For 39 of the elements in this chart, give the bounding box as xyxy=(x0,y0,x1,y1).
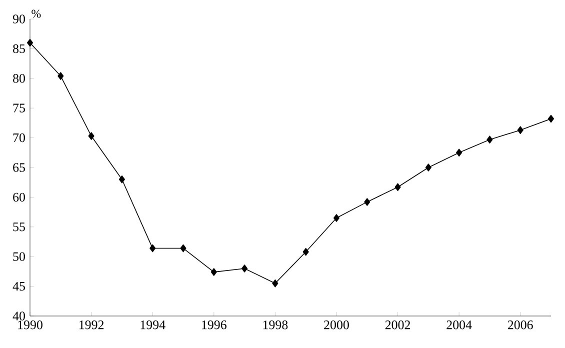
point xyxy=(180,244,186,252)
point xyxy=(242,264,248,272)
point xyxy=(425,164,432,172)
x-tick-label: 2000 xyxy=(324,320,349,330)
y-tick-label: 75 xyxy=(13,104,25,112)
point xyxy=(548,114,554,123)
x-tick-label: 2006 xyxy=(508,320,533,330)
y-tick-label: 70 xyxy=(13,133,25,142)
y-tick-label: 90 xyxy=(12,14,25,24)
point xyxy=(88,132,94,140)
y-tick-label: 50 xyxy=(13,252,25,261)
x-tick-label: 2002 xyxy=(385,320,410,330)
point xyxy=(26,38,34,47)
y-tick-label: 85 xyxy=(13,44,25,54)
point xyxy=(58,72,64,80)
point xyxy=(394,183,401,191)
y-tick-label: 60 xyxy=(13,192,25,202)
x-tick-label: 1996 xyxy=(202,320,226,330)
y-tick-label: 80 xyxy=(13,74,25,83)
y-tick-label: 40 xyxy=(12,312,25,320)
x-tick-label: 1994 xyxy=(140,320,166,330)
x-tick-label: 1992 xyxy=(79,320,104,330)
y-tick-label: 65 xyxy=(13,163,25,172)
y-tick-label: 55 xyxy=(13,222,25,232)
point xyxy=(118,175,125,184)
y-axis-title: % xyxy=(32,10,41,18)
x-tick-label: 1998 xyxy=(263,320,288,330)
x-tick-label: 1990 xyxy=(18,320,42,330)
point xyxy=(517,126,524,134)
point xyxy=(456,148,462,157)
point xyxy=(302,248,309,256)
y-tick-label: 45 xyxy=(12,282,25,291)
point xyxy=(272,279,278,288)
point xyxy=(210,268,217,276)
point xyxy=(333,214,340,222)
point xyxy=(364,198,370,206)
point xyxy=(486,136,493,144)
x-tick-label: 2004 xyxy=(446,320,472,330)
point xyxy=(150,244,156,252)
